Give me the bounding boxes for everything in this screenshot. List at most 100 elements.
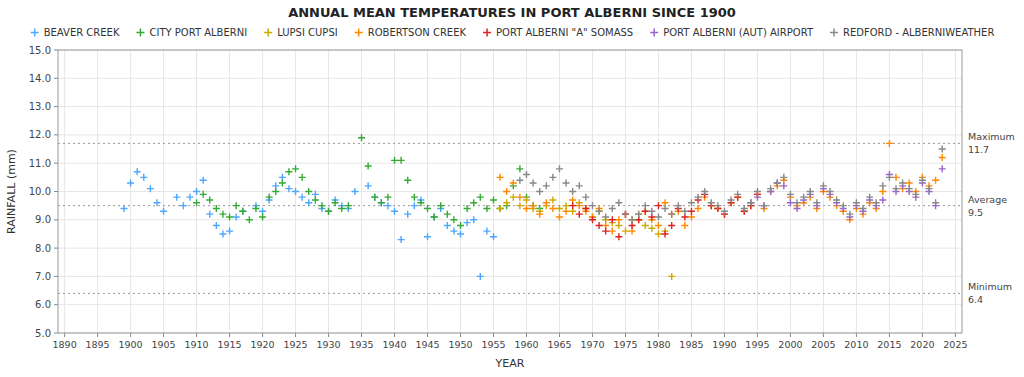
point [285, 185, 292, 192]
point [239, 208, 246, 215]
legend-label: PORT ALBERNI "A" SOMASS [496, 27, 633, 38]
point [497, 205, 504, 212]
tick-mark [724, 333, 725, 337]
point [853, 199, 860, 206]
series [193, 134, 543, 229]
point [358, 134, 365, 141]
tick-mark [691, 333, 692, 337]
point [516, 194, 523, 201]
point [642, 222, 649, 229]
point [503, 199, 510, 206]
legend-marker [31, 29, 39, 37]
point [365, 182, 372, 189]
point [365, 163, 372, 170]
grid-line [229, 50, 230, 333]
point [569, 188, 576, 195]
tick-label: 1925 [283, 339, 307, 350]
tick-mark [229, 333, 230, 337]
point [648, 208, 655, 215]
point [556, 205, 563, 212]
point [417, 199, 424, 206]
point [549, 196, 556, 203]
point [411, 194, 418, 201]
grid-line [361, 50, 362, 333]
axes: 5.06.07.08.09.010.011.012.013.014.015.01… [29, 45, 968, 351]
grid-line [625, 50, 626, 333]
point [728, 196, 735, 203]
grid-line [592, 50, 593, 333]
point [602, 213, 609, 220]
grid-line [460, 50, 461, 333]
point [318, 202, 325, 209]
tick-label: 2025 [943, 339, 967, 350]
legend-label: PORT ALBERNI (AUT) AIRPORT [663, 27, 814, 38]
point [239, 208, 246, 215]
legend: BEAVER CREEKCITY PORT ALBERNILUPSI CUPSI… [31, 27, 995, 38]
point [186, 194, 193, 201]
point [932, 199, 939, 206]
legend-label: CITY PORT ALBERNI [149, 27, 247, 38]
point [457, 230, 464, 237]
point [266, 194, 273, 201]
point [431, 213, 438, 220]
point [497, 205, 504, 212]
grid-line [58, 276, 962, 277]
point [827, 188, 834, 195]
point [140, 174, 147, 181]
point [378, 199, 385, 206]
tick-mark [196, 333, 197, 337]
point [411, 202, 418, 209]
point [219, 211, 226, 218]
point [774, 180, 781, 187]
point [582, 194, 589, 201]
tick-label: 8.0 [35, 243, 51, 254]
tick-label: 1935 [349, 339, 373, 350]
tick-label: 7.0 [35, 271, 51, 282]
tick-mark [526, 333, 527, 337]
grid-line [856, 50, 857, 333]
annotation-label: Minimum [968, 281, 1012, 292]
point [325, 208, 332, 215]
tick-label: 1920 [250, 339, 274, 350]
point [516, 165, 523, 172]
point [840, 202, 847, 209]
point [820, 182, 827, 189]
annotation-value: 9.5 [968, 207, 983, 218]
point [384, 202, 391, 209]
point [516, 177, 523, 184]
point [477, 194, 484, 201]
point [886, 174, 893, 181]
point [576, 202, 583, 209]
point [173, 194, 180, 201]
point [325, 208, 332, 215]
point [787, 199, 794, 206]
tick-mark [427, 333, 428, 337]
reference-line [58, 293, 962, 294]
point [200, 177, 207, 184]
point [893, 174, 900, 181]
point [233, 202, 240, 209]
point [464, 205, 471, 212]
tick-mark [955, 333, 956, 337]
point [761, 202, 768, 209]
grid-line [394, 50, 395, 333]
tick-mark [295, 333, 296, 337]
annotation-label: Average [968, 194, 1007, 205]
tick-mark [658, 333, 659, 337]
point [714, 202, 721, 209]
point [457, 222, 464, 229]
point [450, 216, 457, 223]
point [134, 168, 141, 175]
point [906, 185, 913, 192]
point [556, 165, 563, 172]
tick-label: 1955 [481, 339, 505, 350]
series [497, 140, 946, 235]
tick-label: 2015 [877, 339, 901, 350]
point [695, 205, 702, 212]
point [635, 211, 642, 218]
legend-item: REDFORD - ALBERNIWEATHER [830, 27, 994, 38]
point [503, 188, 510, 195]
point [299, 194, 306, 201]
point [648, 225, 655, 232]
point [384, 194, 391, 201]
